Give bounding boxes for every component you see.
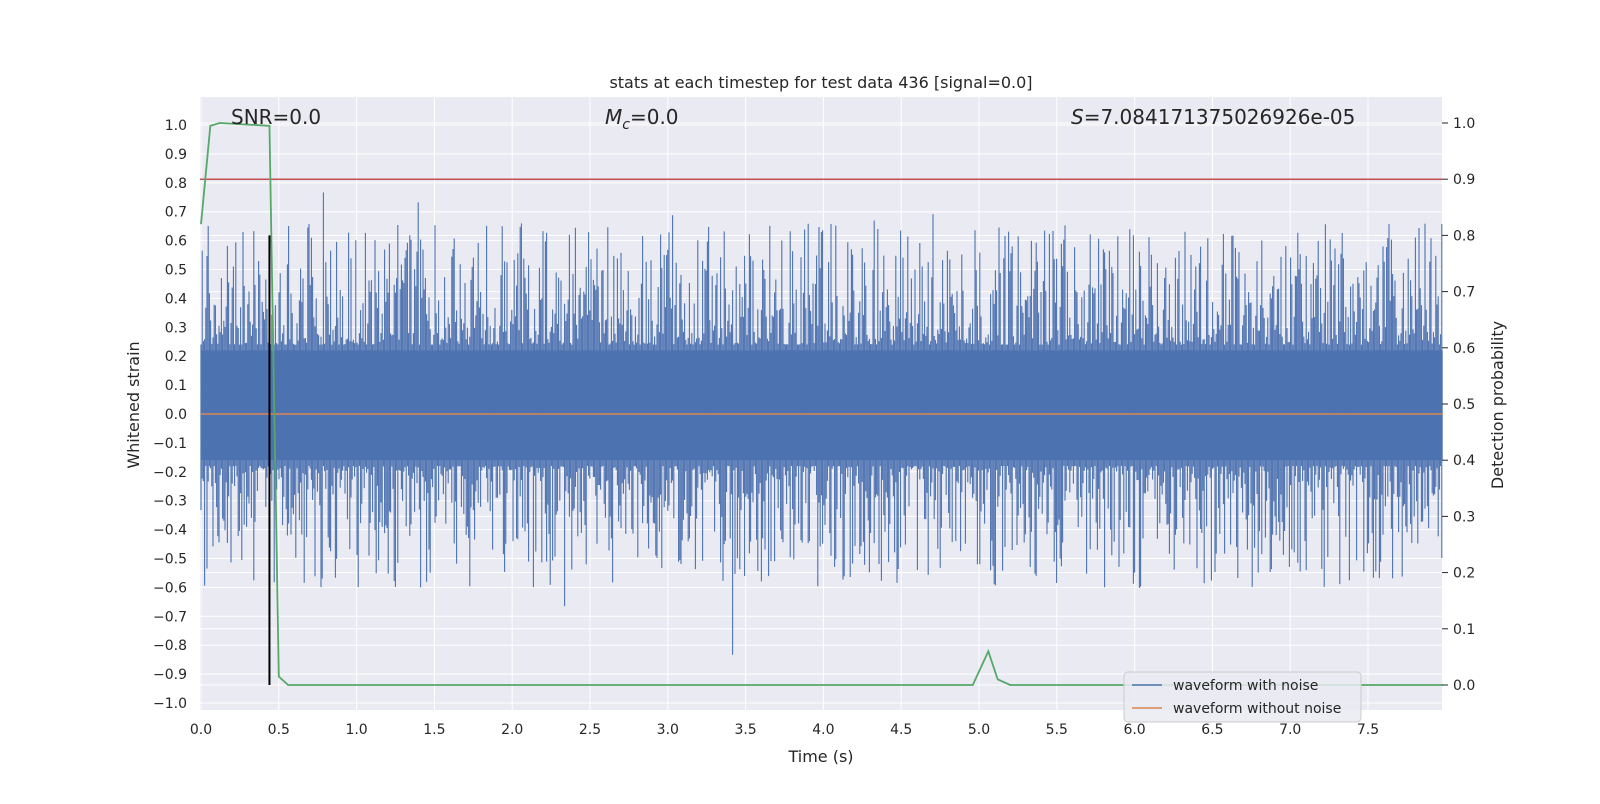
y-tick-label-right: 0.2 <box>1453 566 1475 582</box>
annotation-s-value: =7.084171375026926e-05 <box>1084 105 1356 129</box>
x-tick-label: 2.5 <box>579 722 601 738</box>
y-tick-label-left: −0.3 <box>153 494 187 510</box>
x-tick-label: 3.5 <box>734 722 756 738</box>
y-tick-label-left: −0.5 <box>153 552 187 568</box>
y-tick-label-left: −0.1 <box>153 436 187 452</box>
x-tick-label: 0.5 <box>268 722 290 738</box>
y-tick-label-left: −0.7 <box>153 609 187 625</box>
y-tick-label-left: 0.7 <box>165 205 187 221</box>
axes-ticks: 0.0 0.5 1.0 1.5 2.0 2.5 3.0 3.5 4.0 4.5 5.0 5.5 6.0 6… <box>153 116 1475 738</box>
y-axis-label-right: Detection probability <box>1488 321 1507 489</box>
y-tick-label-left: 0.1 <box>165 378 187 394</box>
overlay-lines <box>200 122 1443 686</box>
y-tick-label-right: 0.8 <box>1453 228 1475 244</box>
x-tick-label: 0.0 <box>190 722 212 738</box>
y-tick-label-left: 0.2 <box>165 349 187 365</box>
y-tick-label-left: −0.6 <box>153 580 187 596</box>
x-tick-label: 4.0 <box>812 722 834 738</box>
x-tick-label: 1.0 <box>345 722 367 738</box>
y-tick-label-left: −0.8 <box>153 638 187 654</box>
x-tick-label: 7.5 <box>1357 722 1379 738</box>
x-tick-label: 3.0 <box>657 722 679 738</box>
x-tick-label: 4.5 <box>890 722 912 738</box>
y-tick-label-left: −1.0 <box>153 696 187 712</box>
x-tick-label: 2.0 <box>501 722 523 738</box>
annotation-chirp-mass-symbol: M <box>605 105 622 129</box>
annotation-chirp-mass-value: =0.0 <box>630 105 679 129</box>
x-tick-label: 5.5 <box>1046 722 1068 738</box>
y-tick-label-left: 0.6 <box>165 234 187 250</box>
y-tick-label-left: −0.9 <box>153 667 187 683</box>
series-detection-probability <box>200 122 1443 686</box>
x-tick-label: 5.0 <box>968 722 990 738</box>
legend: waveform with noise waveform without noi… <box>1123 671 1362 723</box>
legend-label-waveform-with-noise: waveform with noise <box>1173 678 1318 694</box>
y-tick-label-left: −0.2 <box>153 465 187 481</box>
y-tick-label-right: 0.1 <box>1453 622 1475 638</box>
legend-box <box>1123 671 1362 723</box>
annotation-s-symbol: S <box>1071 105 1084 129</box>
y-tick-label-left: 0.0 <box>165 407 187 423</box>
x-tick-label: 6.5 <box>1201 722 1223 738</box>
legend-label-waveform-without-noise: waveform without noise <box>1173 701 1341 717</box>
y-tick-label-right: 0.5 <box>1453 397 1475 413</box>
x-tick-label: 7.0 <box>1279 722 1301 738</box>
annotation-s-statistic: S=7.084171375026926e-05 <box>1071 105 1355 129</box>
chart-title: stats at each timestep for test data 436… <box>609 73 1032 92</box>
annotation-chirp-mass: Mc=0.0 <box>605 105 679 133</box>
x-tick-label: 1.5 <box>423 722 445 738</box>
y-tick-label-left: 0.5 <box>165 263 187 279</box>
y-tick-label-left: 0.3 <box>165 320 187 336</box>
annotation-snr: SNR=0.0 <box>231 105 321 129</box>
y-tick-label-left: 0.4 <box>165 291 187 307</box>
y-tick-label-left: −0.4 <box>153 523 187 539</box>
annotation-chirp-mass-subscript: c <box>622 117 630 133</box>
y-tick-label-right: 0.3 <box>1453 509 1475 525</box>
y-tick-label-right: 1.0 <box>1453 116 1475 132</box>
y-tick-label-right: 0.4 <box>1453 453 1475 469</box>
y-tick-label-left: 1.0 <box>165 118 187 134</box>
series-waveform-with-noise <box>200 192 1443 655</box>
y-tick-label-left: 0.8 <box>165 176 187 192</box>
x-axis-label: Time (s) <box>787 747 853 766</box>
y-tick-label-left: 0.9 <box>165 147 187 163</box>
x-tick-label: 6.0 <box>1123 722 1145 738</box>
y-tick-label-right: 0.7 <box>1453 285 1475 301</box>
y-tick-label-right: 0.0 <box>1453 678 1475 694</box>
y-tick-label-right: 0.9 <box>1453 172 1475 188</box>
y-axis-label-left: Whitened strain <box>124 341 143 468</box>
y-tick-label-right: 0.6 <box>1453 341 1475 357</box>
